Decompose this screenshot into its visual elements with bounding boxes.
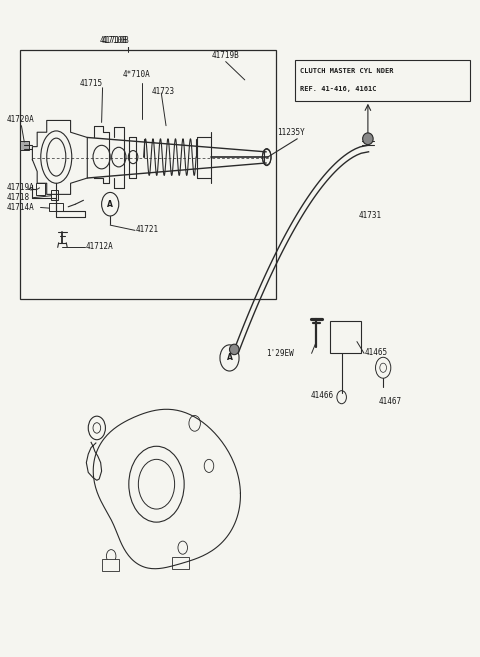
Bar	[21, 51, 276, 299]
Text: CLUTCH MASTER CYL NDER: CLUTCH MASTER CYL NDER	[300, 68, 393, 74]
Bar	[172, 558, 189, 569]
Text: A: A	[227, 353, 232, 363]
Text: 41720A: 41720A	[6, 115, 34, 124]
Text: 4*710A: 4*710A	[123, 70, 151, 79]
Bar	[330, 321, 361, 353]
Ellipse shape	[363, 133, 373, 145]
Text: 41467: 41467	[378, 397, 401, 406]
Text: 11235Y: 11235Y	[277, 127, 305, 137]
FancyArrowPatch shape	[28, 188, 31, 191]
Text: 41723: 41723	[152, 87, 175, 96]
Text: A: A	[107, 200, 113, 209]
Text: 41465: 41465	[365, 348, 388, 357]
Bar	[49, 203, 63, 211]
Text: 41710B: 41710B	[102, 36, 129, 45]
Text: 41712A: 41712A	[86, 242, 114, 251]
Bar	[36, 183, 45, 195]
Text: 41466: 41466	[311, 391, 334, 399]
Text: 41719A: 41719A	[6, 183, 34, 193]
Bar	[21, 141, 29, 150]
Text: 41719B: 41719B	[211, 51, 239, 60]
Bar	[102, 559, 119, 570]
Bar	[295, 60, 470, 101]
Text: 41721: 41721	[136, 225, 159, 233]
Text: 41714A: 41714A	[6, 203, 34, 212]
Text: 41731: 41731	[359, 212, 382, 221]
Text: 41710B: 41710B	[99, 36, 127, 45]
Text: 1'29EW: 1'29EW	[266, 349, 294, 358]
Text: REF. 41-416, 4161C: REF. 41-416, 4161C	[300, 86, 376, 92]
Text: 41715: 41715	[79, 79, 102, 87]
Text: 41718: 41718	[6, 193, 29, 202]
Bar	[51, 191, 58, 200]
Ellipse shape	[229, 344, 239, 355]
